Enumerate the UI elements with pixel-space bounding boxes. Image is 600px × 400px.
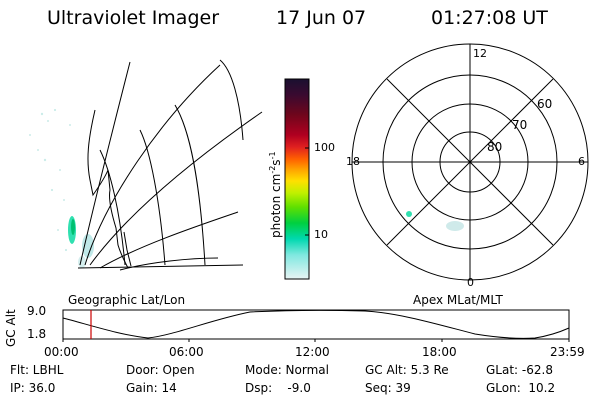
status-gc-alt: GC Alt: 5.3 Re (365, 363, 449, 377)
aurora-oval (446, 221, 464, 231)
altitude-curve (62, 309, 570, 339)
xtick-2359: 23:59 (550, 345, 585, 359)
unit-exp1: -2 (268, 165, 277, 174)
status-dsp: Dsp: -9.0 (245, 381, 311, 395)
lat-label-60: 60 (537, 97, 553, 111)
status-mode: Mode: Normal (245, 363, 329, 377)
polar-caption: Apex MLat/MLT (413, 293, 503, 307)
altitude-ytick-high: 9.0 (27, 304, 47, 318)
status-ip: IP: 36.0 (10, 381, 56, 395)
colorbar-unit-label: photon cm-2s-1 (268, 151, 283, 238)
polar-grid (351, 43, 589, 281)
mlt-label-right: 6 (578, 155, 585, 168)
status-door: Door: Open (126, 363, 195, 377)
geographic-caption: Geographic Lat/Lon (68, 293, 186, 307)
lat-lon-grid (77, 59, 263, 271)
xtick-0600: 06:00 (169, 345, 204, 359)
xtick-1800: 18:00 (422, 345, 457, 359)
unit-text: photon cm (269, 173, 283, 238)
polar-plot (351, 43, 589, 281)
date-label: 17 Jun 07 (276, 7, 367, 29)
xtick-0000: 00:00 (44, 345, 79, 359)
altitude-ylabel: GC Alt (4, 309, 18, 347)
mlt-label-bottom: 0 (467, 276, 474, 289)
altitude-ytick-low: 1.8 (27, 327, 47, 341)
colorbar (284, 78, 310, 280)
unit-s: s (269, 159, 283, 166)
geographic-map (29, 59, 263, 271)
status-glat: GLat: -62.8 (486, 363, 553, 377)
colorbar-tick-100: 100 (314, 141, 335, 154)
mlt-label-top: 12 (473, 47, 487, 60)
lat-label-80: 80 (487, 140, 503, 154)
status-filter: Flt: LBHL (10, 363, 64, 377)
xtick-1200: 12:00 (295, 345, 330, 359)
background-noise (29, 108, 71, 252)
altitude-plot (62, 309, 570, 342)
mlt-label-left: 18 (346, 155, 360, 168)
colorbar-tick-10: 10 (314, 228, 328, 241)
time-label: 01:27:08 UT (431, 7, 548, 29)
status-seq: Seq: 39 (365, 381, 411, 395)
lat-label-70: 70 (512, 118, 528, 132)
status-gain: Gain: 14 (126, 381, 177, 395)
coastline (87, 109, 132, 269)
status-glon: GLon: 10.2 (486, 381, 556, 395)
unit-exp2: -1 (268, 151, 277, 160)
instrument-title: Ultraviolet Imager (47, 7, 220, 29)
aurora-spot (406, 211, 412, 217)
